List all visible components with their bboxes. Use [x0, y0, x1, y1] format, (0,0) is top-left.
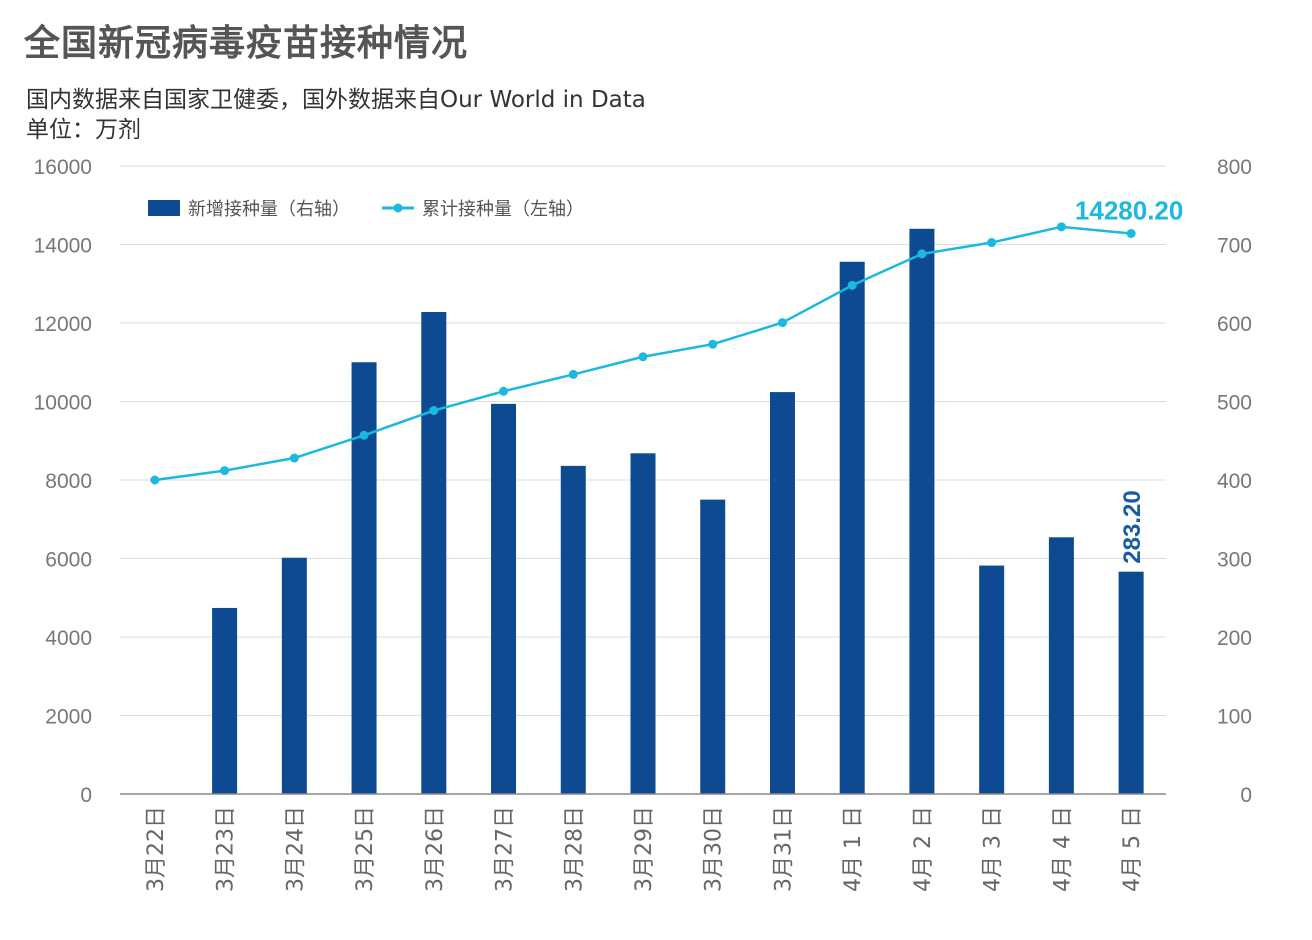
line-point: [499, 386, 509, 396]
x-tick-label: 3月28日: [562, 806, 587, 892]
x-tick-label: 3月27日: [493, 806, 518, 892]
bar: [1118, 571, 1144, 794]
bar: [560, 465, 586, 794]
bar: [491, 403, 517, 794]
legend-bar-swatch: [148, 200, 180, 216]
left-tick-label: 4000: [45, 627, 92, 650]
chart-title: 全国新冠病毒疫苗接种情况: [24, 23, 469, 64]
left-axis-ticks: 0 2000 4000 6000 8000 10000 12000 14000 16000: [34, 156, 92, 807]
line-point: [150, 475, 160, 485]
right-tick-label: 500: [1217, 392, 1252, 415]
line-point: [1056, 222, 1066, 232]
x-tick-label: 4月 3 日: [981, 806, 1006, 892]
x-tick-label: 3月23日: [214, 806, 239, 892]
right-tick-label: 100: [1217, 706, 1252, 729]
x-tick-label: 3月30日: [702, 806, 727, 892]
right-tick-label: 400: [1217, 470, 1252, 493]
right-tick-label: 800: [1217, 156, 1252, 179]
line-point: [638, 352, 648, 362]
x-tick-label: 3月26日: [423, 806, 448, 892]
line-point: [708, 339, 718, 349]
bar: [769, 392, 795, 794]
bar: [979, 565, 1005, 794]
line-point: [777, 318, 787, 328]
bar: [700, 499, 726, 794]
left-tick-label: 10000: [34, 392, 92, 415]
line-point: [987, 238, 997, 248]
left-tick-label: 16000: [34, 156, 92, 179]
left-tick-label: 12000: [34, 313, 92, 336]
unit-label: 单位：万剂: [26, 117, 141, 143]
left-tick-label: 2000: [45, 706, 92, 729]
line-point: [359, 430, 369, 440]
right-tick-label: 0: [1240, 784, 1252, 807]
line-series: [150, 222, 1136, 485]
bar: [351, 362, 377, 794]
x-tick-label: 4月 5 日: [1120, 806, 1145, 892]
bar-series: [212, 228, 1144, 795]
bar: [421, 312, 447, 794]
left-tick-label: 6000: [45, 549, 92, 572]
legend: 新增接种量（右轴） 累计接种量（左轴）: [148, 199, 584, 220]
x-tick-label: 3月25日: [353, 806, 378, 892]
x-tick-label: 3月31日: [771, 806, 796, 892]
legend-line-label: 累计接种量（左轴）: [422, 199, 584, 220]
x-axis-ticks: 3月22日 3月23日 3月24日 3月25日 3月26日 3月27日 3月28日 3月29日…: [144, 806, 1145, 892]
right-tick-label: 600: [1217, 313, 1252, 336]
left-tick-label: 0: [80, 784, 92, 807]
line-point: [220, 466, 230, 476]
legend-line-marker: [393, 203, 403, 213]
line-point: [1126, 229, 1136, 239]
right-tick-label: 700: [1217, 235, 1252, 258]
right-tick-label: 200: [1217, 627, 1252, 650]
x-tick-label: 4月 2 日: [911, 806, 936, 892]
left-tick-label: 8000: [45, 470, 92, 493]
x-tick-label: 3月24日: [283, 806, 308, 892]
left-tick-label: 14000: [34, 235, 92, 258]
line-point: [289, 453, 299, 463]
bar: [212, 607, 238, 794]
bar: [281, 557, 307, 794]
bar-last-value-label: 283.20: [1119, 490, 1146, 563]
line-point: [429, 406, 439, 416]
bar: [630, 453, 656, 794]
right-axis-ticks: 0 100 200 300 400 500 600 700 800: [1217, 156, 1252, 807]
bar: [1048, 537, 1074, 794]
line-last-value-label: 14280.20: [1075, 196, 1183, 226]
bar: [839, 261, 865, 794]
x-tick-label: 4月 4 日: [1050, 806, 1075, 892]
legend-bar-label: 新增接种量（右轴）: [188, 199, 350, 220]
x-tick-label: 4月 1 日: [841, 806, 866, 892]
line-point: [917, 249, 927, 259]
line-point: [568, 369, 578, 379]
bar: [909, 228, 935, 795]
line-point: [847, 280, 857, 290]
chart-subtitle: 国内数据来自国家卫健委，国外数据来自Our World in Data: [26, 87, 646, 113]
x-tick-label: 3月22日: [144, 806, 169, 892]
x-tick-label: 3月29日: [632, 806, 657, 892]
right-tick-label: 300: [1217, 549, 1252, 572]
